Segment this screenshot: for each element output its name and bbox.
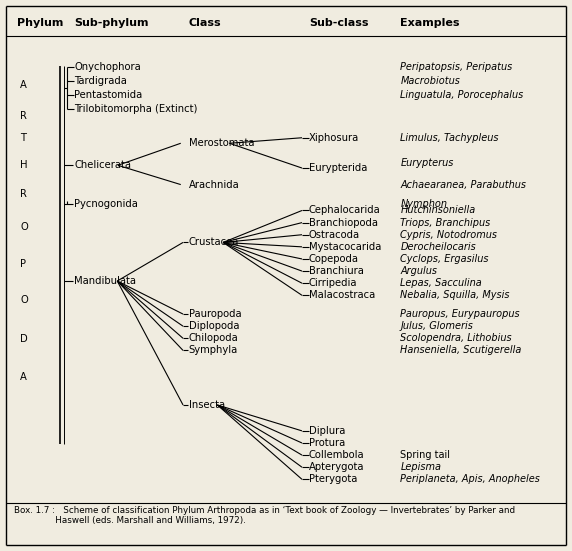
Text: Chilopoda: Chilopoda bbox=[189, 333, 239, 343]
Text: Pauropus, Eurypauropus: Pauropus, Eurypauropus bbox=[400, 309, 520, 319]
Text: Achaearanea, Parabuthus: Achaearanea, Parabuthus bbox=[400, 180, 526, 190]
Text: Scolopendra, Lithobius: Scolopendra, Lithobius bbox=[400, 333, 512, 343]
Text: Pentastomida: Pentastomida bbox=[74, 90, 142, 100]
Text: Cypris, Notodromus: Cypris, Notodromus bbox=[400, 230, 498, 240]
Text: Mandibulata: Mandibulata bbox=[74, 276, 136, 286]
Text: Cephalocarida: Cephalocarida bbox=[309, 206, 380, 215]
Text: Branchiura: Branchiura bbox=[309, 266, 364, 276]
Text: Insecta: Insecta bbox=[189, 400, 225, 410]
Text: Julus, Glomeris: Julus, Glomeris bbox=[400, 321, 473, 331]
Text: H: H bbox=[20, 160, 27, 170]
Text: Hanseniella, Scutigerella: Hanseniella, Scutigerella bbox=[400, 345, 522, 355]
Text: Cirripedia: Cirripedia bbox=[309, 278, 358, 288]
Text: Tardigrada: Tardigrada bbox=[74, 76, 127, 86]
Text: Limulus, Tachypleus: Limulus, Tachypleus bbox=[400, 133, 499, 143]
Text: D: D bbox=[20, 334, 28, 344]
Text: Sub-class: Sub-class bbox=[309, 18, 368, 28]
Text: Hutchinsoniella: Hutchinsoniella bbox=[400, 206, 476, 215]
Text: R: R bbox=[20, 189, 27, 199]
Text: Crustacea: Crustacea bbox=[189, 237, 239, 247]
Text: Pterygota: Pterygota bbox=[309, 474, 358, 484]
Text: Derocheilocaris: Derocheilocaris bbox=[400, 242, 476, 252]
Text: Ostracoda: Ostracoda bbox=[309, 230, 360, 240]
Text: Chelicerata: Chelicerata bbox=[74, 160, 132, 170]
Text: Copepoda: Copepoda bbox=[309, 254, 359, 264]
Text: Symphyla: Symphyla bbox=[189, 345, 238, 355]
Text: Trilobitomorpha (Extinct): Trilobitomorpha (Extinct) bbox=[74, 104, 198, 114]
Text: Malacostraca: Malacostraca bbox=[309, 290, 375, 300]
Text: P: P bbox=[20, 260, 26, 269]
Text: Onychophora: Onychophora bbox=[74, 62, 141, 72]
Text: Lepisma: Lepisma bbox=[400, 462, 442, 472]
Text: Lepas, Sacculina: Lepas, Sacculina bbox=[400, 278, 482, 288]
Text: Argulus: Argulus bbox=[400, 266, 438, 276]
Text: Spring tail: Spring tail bbox=[400, 450, 450, 460]
Text: Diplopoda: Diplopoda bbox=[189, 321, 239, 331]
Text: O: O bbox=[20, 295, 28, 305]
Text: Pauropoda: Pauropoda bbox=[189, 309, 241, 319]
Text: Nebalia, Squilla, Mysis: Nebalia, Squilla, Mysis bbox=[400, 290, 510, 300]
Text: Box. 1.7 :   Scheme of classification Phylum Arthropoda as in ‘Text book of Zool: Box. 1.7 : Scheme of classification Phyl… bbox=[14, 506, 515, 525]
Text: Peripatopsis, Peripatus: Peripatopsis, Peripatus bbox=[400, 62, 513, 72]
Text: Pycnogonida: Pycnogonida bbox=[74, 199, 138, 209]
Text: Apterygota: Apterygota bbox=[309, 462, 364, 472]
Text: Eurypterus: Eurypterus bbox=[400, 158, 454, 168]
Text: Cyclops, Ergasilus: Cyclops, Ergasilus bbox=[400, 254, 489, 264]
Text: Mystacocarida: Mystacocarida bbox=[309, 242, 382, 252]
Text: Linguatula, Porocephalus: Linguatula, Porocephalus bbox=[400, 90, 523, 100]
Text: Branchiopoda: Branchiopoda bbox=[309, 218, 378, 228]
Text: Nymphon: Nymphon bbox=[400, 199, 447, 209]
Text: Examples: Examples bbox=[400, 18, 460, 28]
Text: Periplaneta, Apis, Anopheles: Periplaneta, Apis, Anopheles bbox=[400, 474, 541, 484]
Text: Triops, Branchipus: Triops, Branchipus bbox=[400, 218, 491, 228]
Text: Eurypterida: Eurypterida bbox=[309, 163, 367, 173]
Text: A: A bbox=[20, 80, 27, 90]
Text: Phylum: Phylum bbox=[17, 18, 63, 28]
Text: Collembola: Collembola bbox=[309, 450, 364, 460]
Text: O: O bbox=[20, 222, 28, 232]
Text: Merostomata: Merostomata bbox=[189, 138, 255, 148]
Text: R: R bbox=[20, 111, 27, 121]
Text: Xiphosura: Xiphosura bbox=[309, 133, 359, 143]
Text: A: A bbox=[20, 372, 27, 382]
Text: T: T bbox=[20, 133, 26, 143]
Text: Class: Class bbox=[189, 18, 221, 28]
Text: Arachnida: Arachnida bbox=[189, 180, 240, 190]
Text: Diplura: Diplura bbox=[309, 426, 345, 436]
Text: Protura: Protura bbox=[309, 438, 345, 448]
Text: Sub-phylum: Sub-phylum bbox=[74, 18, 149, 28]
Text: Macrobiotus: Macrobiotus bbox=[400, 76, 460, 86]
